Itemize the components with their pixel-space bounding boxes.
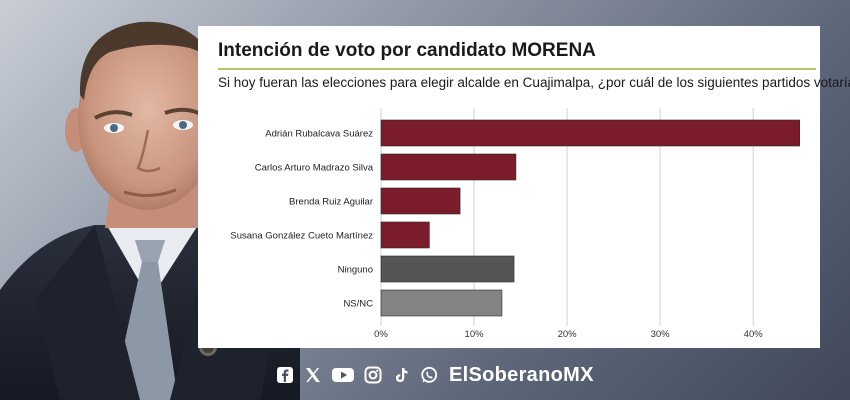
x-tick-label: 10% <box>465 329 485 340</box>
x-tick-label: 20% <box>558 329 578 340</box>
instagram-icon[interactable] <box>363 365 383 385</box>
bar <box>380 221 430 249</box>
bar-chart: 0% 10% 20% 30% 40% Adrián Rubalcava Suárez Car… <box>230 108 800 340</box>
x-tick-label: 0% <box>374 329 388 340</box>
chart-subtitle: Si hoy fueran las elecciones para elegir… <box>218 75 850 90</box>
social-footer: ElSoberanoMX <box>275 362 594 388</box>
brand-name: ElSoberanoMX <box>449 363 594 386</box>
x-tick-label: 40% <box>744 329 764 340</box>
category-label: Brenda Ruiz Aguilar <box>289 197 373 208</box>
youtube-icon[interactable] <box>331 365 355 385</box>
bar <box>380 153 517 181</box>
category-label: Adrián Rubalcava Suárez <box>265 129 373 140</box>
chart-card: Intención de voto por candidato MORENA S… <box>198 26 850 348</box>
bar <box>380 255 515 283</box>
category-label: Carlos Arturo Madrazo Silva <box>255 163 374 174</box>
chart-title: Intención de voto por candidato MORENA <box>218 40 596 61</box>
category-label: Susana González Cueto Martínez <box>230 231 373 242</box>
bar <box>380 187 461 215</box>
category-label: NS/NC <box>343 299 373 310</box>
title-divider <box>218 68 816 70</box>
whatsapp-icon[interactable] <box>419 365 439 385</box>
bar <box>380 119 800 147</box>
x-icon[interactable] <box>303 365 323 385</box>
facebook-icon[interactable] <box>275 365 295 385</box>
category-label: Ninguno <box>338 265 373 276</box>
bar <box>380 289 503 317</box>
x-tick-label: 30% <box>651 329 671 340</box>
tiktok-icon[interactable] <box>391 365 411 385</box>
